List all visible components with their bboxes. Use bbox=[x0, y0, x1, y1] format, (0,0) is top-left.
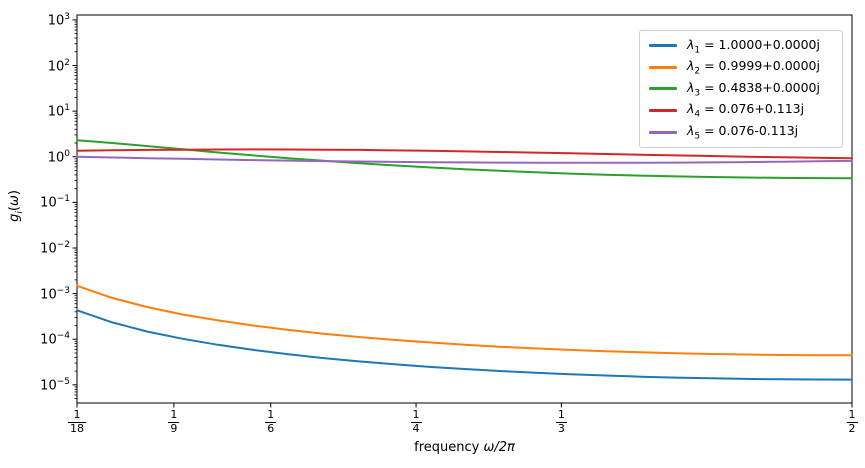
legend-item: λ2 = 0.9999+0.0000j bbox=[649, 58, 833, 77]
y-tick-label: 100 bbox=[47, 148, 70, 166]
y-tick-label: 103 bbox=[47, 11, 70, 29]
series-line-lambda2 bbox=[76, 284, 853, 357]
legend-line-sample bbox=[649, 87, 677, 91]
fraction-numerator: 1 bbox=[412, 408, 420, 421]
y-tick-label: 102 bbox=[47, 57, 70, 74]
fraction-denominator: 9 bbox=[168, 421, 180, 435]
legend-item: λ3 = 0.4838+0.0000j bbox=[649, 79, 833, 99]
y-tick-label: 10−5 bbox=[40, 376, 70, 394]
legend-item: λ5 = 0.076-0.113j bbox=[649, 122, 833, 142]
legend-item: λ4 = 0.076+0.113j bbox=[649, 101, 833, 120]
y-tick-label: 101 bbox=[47, 103, 70, 120]
x-tick-label: 1 18 bbox=[62, 408, 92, 435]
legend-item: λ1 = 1.0000+0.0000j bbox=[649, 36, 833, 56]
fraction-numerator: 1 bbox=[267, 408, 275, 421]
y-tick-label: 10−3 bbox=[40, 285, 70, 302]
y-tick-label: 10−1 bbox=[40, 194, 70, 211]
y-tick-label: 10−2 bbox=[40, 239, 70, 257]
fraction-denominator: 6 bbox=[265, 421, 277, 435]
fraction-numerator: 1 bbox=[557, 408, 565, 421]
fraction-numerator: 1 bbox=[73, 408, 81, 421]
legend-label: λ4 = 0.076+0.113j bbox=[687, 101, 805, 120]
x-axis-label-math: ω/2π bbox=[483, 440, 515, 455]
series-line-lambda5 bbox=[76, 155, 853, 164]
legend-label: λ2 = 0.9999+0.0000j bbox=[687, 58, 820, 77]
legend-label: λ5 = 0.076-0.113j bbox=[687, 122, 799, 142]
x-axis-label-text: frequency bbox=[414, 440, 484, 455]
series-line-lambda3 bbox=[76, 139, 853, 180]
legend-label: λ1 = 1.0000+0.0000j bbox=[687, 36, 820, 56]
fraction-denominator: 18 bbox=[68, 421, 86, 435]
fraction-numerator: 1 bbox=[848, 408, 856, 421]
fraction-denominator: 2 bbox=[846, 421, 858, 435]
series-line-lambda4 bbox=[76, 148, 853, 160]
series-line-lambda1 bbox=[76, 309, 853, 381]
legend-line-sample bbox=[649, 109, 677, 113]
legend-label: λ3 = 0.4838+0.0000j bbox=[687, 79, 820, 99]
fraction-numerator: 1 bbox=[170, 408, 178, 421]
x-axis-label: frequency ω/2π bbox=[77, 440, 852, 455]
legend-line-sample bbox=[649, 65, 677, 69]
fraction-denominator: 3 bbox=[555, 421, 567, 435]
y-tick-label: 10−4 bbox=[40, 331, 70, 348]
legend-line-sample bbox=[649, 44, 677, 48]
y-axis-label: gi(ω) bbox=[7, 190, 25, 222]
legend-line-sample bbox=[649, 130, 677, 134]
plot-spines bbox=[76, 14, 853, 404]
legend: λ1 = 1.0000+0.0000j λ2 = 0.9999+0.0000j λ3… bbox=[639, 30, 843, 148]
fraction-denominator: 4 bbox=[410, 421, 422, 435]
